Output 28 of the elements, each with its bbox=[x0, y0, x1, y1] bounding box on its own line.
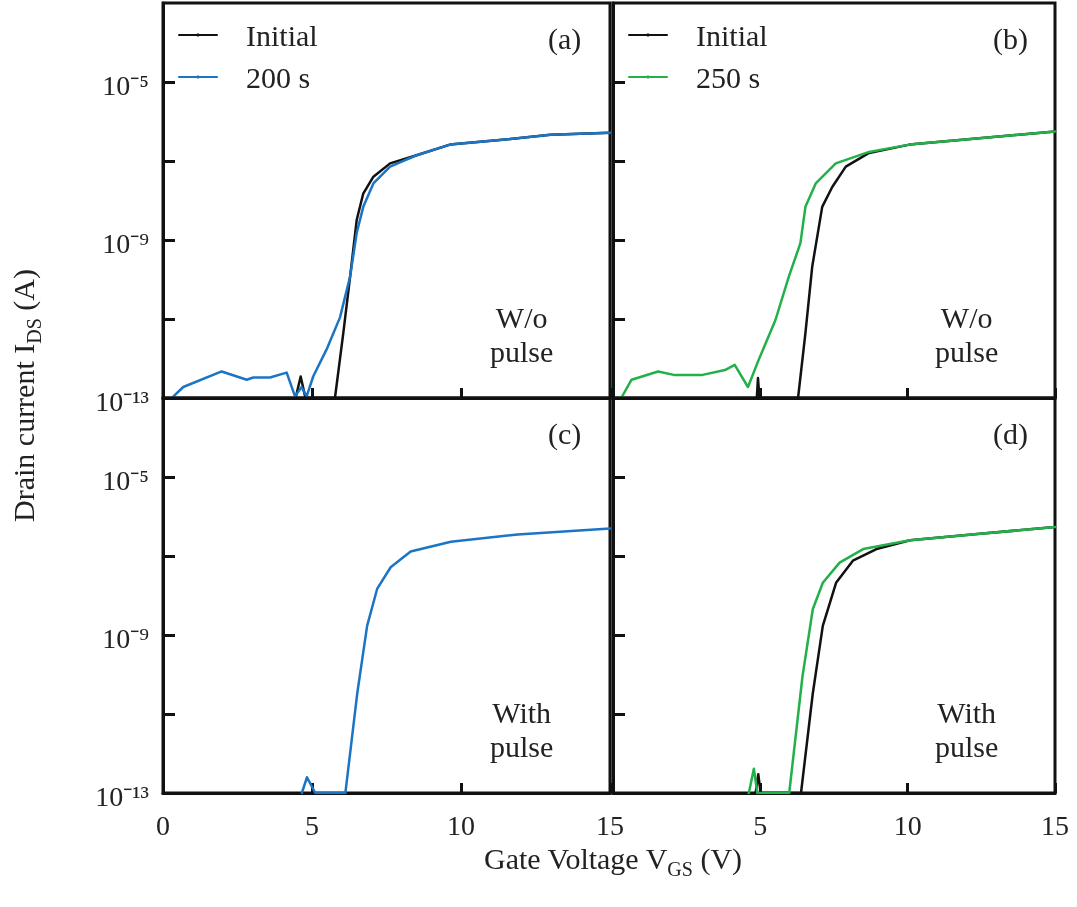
x-tick-label: 0 bbox=[156, 809, 170, 841]
x-tick-label: 5 bbox=[305, 809, 319, 841]
x-tick-label: 15 bbox=[1041, 809, 1069, 841]
x-tick-label: 10 bbox=[893, 809, 922, 841]
annotation: W/o pulse bbox=[935, 300, 999, 368]
y-tick-label: 10⁻¹³ bbox=[95, 780, 149, 812]
y-tick-label: 10⁻⁹ bbox=[102, 227, 149, 259]
legend-label: 250 s bbox=[696, 60, 761, 94]
legend-label: Initial bbox=[246, 18, 318, 52]
annotation: (a) bbox=[548, 21, 582, 56]
annotation: (d) bbox=[993, 416, 1028, 451]
annotation: With pulse bbox=[935, 695, 999, 763]
x-tick-label: 5 bbox=[753, 809, 768, 841]
x-tick-label: 15 bbox=[596, 809, 624, 841]
annotation: W/o pulse bbox=[490, 300, 554, 368]
y-tick-label: 10⁻⁵ bbox=[102, 464, 149, 496]
line-series bbox=[300, 527, 612, 795]
y-tick-label: 10⁻¹³ bbox=[95, 385, 149, 417]
y-tick-label: 10⁻⁵ bbox=[102, 69, 149, 101]
x-axis-title: Gate Voltage V$_{GS}$ (V) bbox=[484, 842, 743, 881]
annotation: (b) bbox=[993, 21, 1028, 56]
legend-label: 200 s bbox=[246, 60, 311, 94]
x-tick-label: 10 bbox=[447, 809, 475, 841]
line-series bbox=[172, 131, 612, 398]
y-tick-label: 10⁻⁹ bbox=[102, 622, 149, 654]
annotation: With pulse bbox=[490, 695, 554, 763]
annotation: (c) bbox=[548, 416, 582, 451]
legend-label: Initial bbox=[696, 18, 768, 52]
